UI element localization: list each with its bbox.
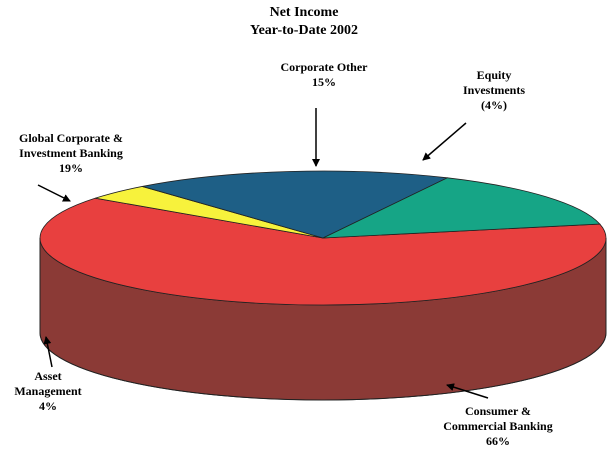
chart-subtitle-line: Year-to-Date 2002 (250, 23, 358, 38)
slice-label-equity-investments-name-1: Equity (476, 68, 512, 82)
slice-label-corporate-other: Corporate Other 15% (254, 60, 394, 90)
slice-label-corporate-other-name: Corporate Other (280, 60, 368, 74)
chart-title-line: Net Income (269, 5, 339, 20)
slice-label-global-corporate-name-1: Global Corporate & (19, 131, 123, 145)
slice-label-asset-management-name-2: Management (14, 384, 82, 398)
slice-label-asset-management: Asset Management 4% (0, 369, 96, 414)
slice-label-asset-management-name-1: Asset (34, 369, 62, 383)
slice-label-global-corporate: Global Corporate & Investment Banking 19… (0, 131, 142, 176)
chart-title: Net Income Year-to-Date 2002 (0, 4, 608, 40)
slice-label-corporate-other-value: 15% (312, 75, 336, 89)
slice-label-equity-investments: Equity Investments (4%) (434, 68, 554, 113)
arrow-asset-management (43, 336, 53, 368)
slice-label-global-corporate-value: 19% (59, 161, 83, 175)
slice-label-global-corporate-name-2: Investment Banking (19, 146, 123, 160)
slice-label-asset-management-value: 4% (39, 399, 57, 413)
slice-label-consumer-commercial: Consumer & Commercial Banking 66% (418, 404, 578, 449)
slice-top-co (322, 177, 601, 239)
arrow-consumer-commercial (446, 383, 489, 399)
arrow-global-corporate (37, 184, 71, 202)
slice-label-equity-investments-name-2: Investments (463, 83, 525, 97)
slice-top-ccb (39, 197, 607, 306)
slice-label-consumer-commercial-name-2: Commercial Banking (443, 419, 553, 433)
pie-bottom-rim (39, 332, 607, 401)
slice-label-equity-investments-value: (4%) (481, 98, 507, 112)
slice-label-consumer-commercial-value: 66% (486, 434, 510, 448)
arrow-equity-investments (422, 122, 467, 161)
slice-label-consumer-commercial-name-1: Consumer & (464, 404, 532, 418)
slice-top-gcib (142, 170, 449, 239)
